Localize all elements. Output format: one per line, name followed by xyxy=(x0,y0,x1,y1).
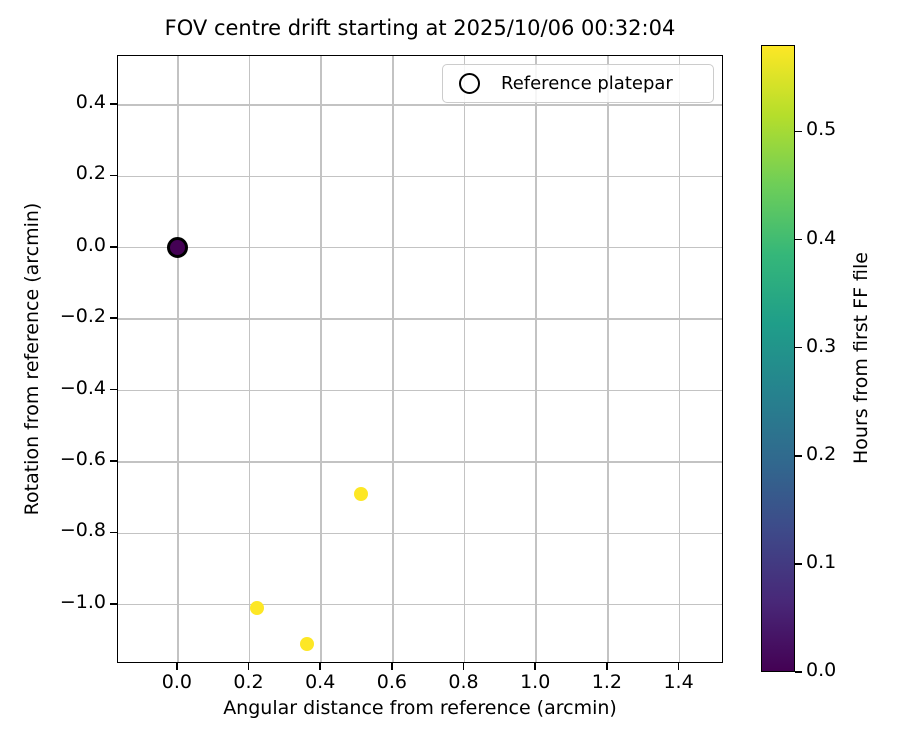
x-gridline xyxy=(320,56,322,662)
x-tick-label: 0.2 xyxy=(233,671,264,693)
y-gridline xyxy=(118,532,722,535)
x-tick-label: 1.4 xyxy=(663,671,694,693)
drift-point xyxy=(299,637,314,651)
colorbar-tick-label: 0.3 xyxy=(806,334,837,357)
y-gridline xyxy=(118,246,722,249)
y-gridline xyxy=(118,389,722,392)
y-tick-label: −0.8 xyxy=(59,519,106,542)
x-tick-label: 0.0 xyxy=(161,671,192,693)
y-tick-mark xyxy=(110,317,117,319)
x-gridline xyxy=(392,56,394,662)
y-gridline xyxy=(118,104,722,106)
x-tick-mark xyxy=(391,663,393,670)
y-tick-label: 0.2 xyxy=(75,162,106,185)
x-gridline xyxy=(535,56,537,662)
colorbar xyxy=(761,45,795,672)
y-gridline xyxy=(118,318,722,320)
y-tick-label: 0.4 xyxy=(75,90,106,113)
x-tick-mark xyxy=(606,663,608,670)
colorbar-tick-label: 0.5 xyxy=(806,118,837,141)
x-tick-mark xyxy=(534,663,536,670)
x-gridline xyxy=(248,56,251,662)
colorbar-tick-mark xyxy=(795,454,802,457)
x-tick-mark xyxy=(462,663,465,670)
x-gridline xyxy=(678,56,681,662)
y-gridline xyxy=(118,175,722,178)
chart-title: FOV centre drift starting at 2025/10/06 … xyxy=(164,16,676,40)
y-gridline xyxy=(118,603,722,606)
y-tick-label: −1.0 xyxy=(59,590,106,613)
y-gridline xyxy=(118,461,722,463)
legend: Reference platepar xyxy=(442,64,714,103)
colorbar-tick-mark xyxy=(795,563,802,565)
y-tick-label: −0.6 xyxy=(59,447,106,470)
x-gridline xyxy=(463,56,466,662)
colorbar-tick-mark xyxy=(795,671,802,673)
x-tick-label: 0.8 xyxy=(448,671,479,693)
x-tick-label: 1.2 xyxy=(591,671,622,693)
x-tick-mark xyxy=(176,663,178,670)
y-tick-mark xyxy=(110,531,117,534)
y-tick-label: −0.4 xyxy=(59,376,106,399)
x-tick-mark xyxy=(319,663,321,670)
x-tick-label: 0.6 xyxy=(376,671,407,693)
x-tick-mark xyxy=(247,663,250,670)
colorbar-label: Hours from first FF file xyxy=(850,252,872,464)
legend-label: Reference platepar xyxy=(501,73,673,94)
colorbar-tick-label: 0.2 xyxy=(806,442,837,465)
y-tick-label: 0.0 xyxy=(75,233,106,256)
colorbar-tick-label: 0.0 xyxy=(806,659,837,681)
colorbar-tick-mark xyxy=(795,130,802,133)
reference-point xyxy=(167,237,189,259)
plot-area: Reference platepar xyxy=(117,55,723,663)
y-tick-mark xyxy=(110,602,117,605)
y-tick-mark xyxy=(110,174,117,177)
y-axis-label: Rotation from reference (arcmin) xyxy=(21,202,43,516)
colorbar-tick-label: 0.4 xyxy=(806,226,837,249)
colorbar-tick-mark xyxy=(795,346,802,349)
x-gridline xyxy=(607,56,609,662)
y-tick-label: −0.2 xyxy=(59,305,106,328)
y-tick-mark xyxy=(110,103,117,105)
x-tick-mark xyxy=(677,663,680,670)
drift-point xyxy=(249,601,264,616)
reference-platepar-marker-icon xyxy=(459,73,480,94)
colorbar-tick-label: 0.1 xyxy=(806,550,837,573)
colorbar-tick-mark xyxy=(795,238,802,241)
x-gridline xyxy=(177,56,179,662)
y-tick-mark xyxy=(110,245,117,248)
drift-point xyxy=(353,487,368,502)
x-tick-label: 1.0 xyxy=(520,671,551,693)
x-axis-label: Angular distance from reference (arcmin) xyxy=(223,697,617,719)
x-tick-label: 0.4 xyxy=(305,671,336,693)
y-tick-mark xyxy=(110,388,117,391)
y-tick-mark xyxy=(110,460,117,462)
